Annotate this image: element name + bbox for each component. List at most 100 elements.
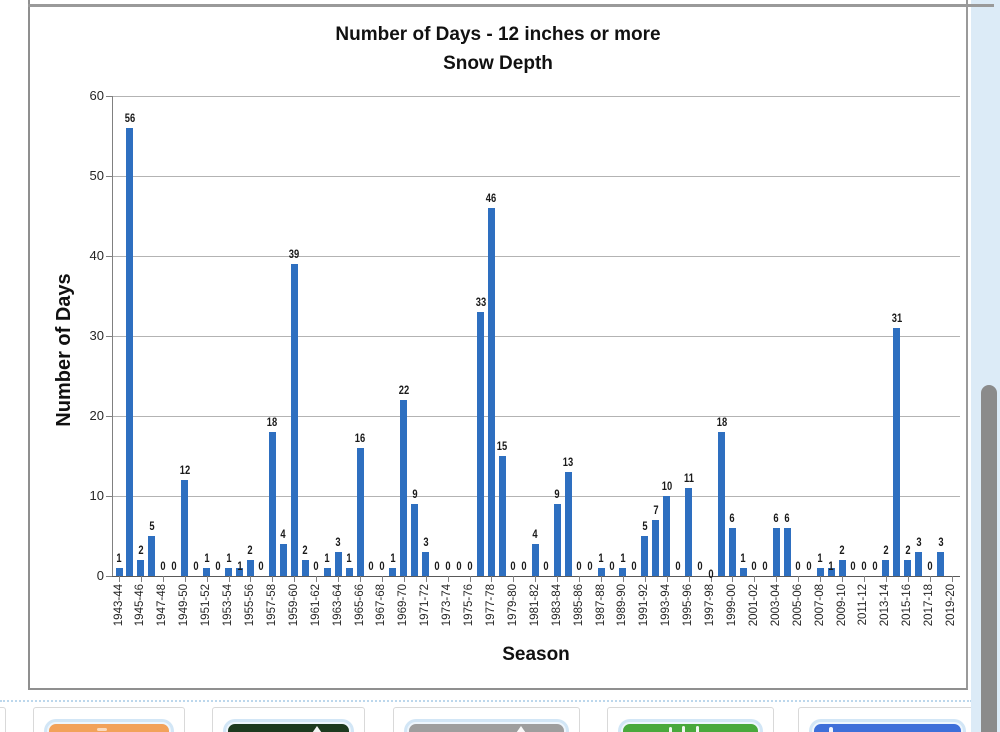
x-tick-label: 2013-14 [879,584,892,627]
thumbnail-card[interactable] [393,707,580,732]
bar-value-label: 1 [740,551,747,565]
bar-value-label: 31 [891,311,903,325]
x-tick-label: 1971-72 [419,584,432,627]
x-tick-label: 1977-78 [484,584,497,627]
thumbnail-dark-green[interactable] [226,722,351,732]
bar [279,544,287,576]
bar-value-label: 0 [521,559,527,573]
x-tick-mark [798,576,800,582]
y-tick-label: 0 [96,568,104,583]
bar [400,400,408,576]
x-tick-mark [272,576,274,582]
gridline [112,176,960,177]
thumbnail-glyph [668,727,672,732]
bar-value-label: 2 [905,543,911,557]
thumbnail-card[interactable] [33,707,185,732]
x-tick-mark [491,576,493,582]
bar-value-label: 18 [716,415,727,429]
gridline [112,256,960,257]
bar-value-label: 22 [398,383,410,397]
thumbnail-gray[interactable] [407,722,566,732]
thumbnail-card[interactable] [798,707,977,732]
bar [827,568,835,576]
thumbnail-orange[interactable] [47,722,171,732]
bar [246,560,254,576]
x-tick-mark [820,576,822,582]
bar-value-label: 11 [683,471,694,485]
bar-value-label: 6 [784,511,790,525]
x-tick-label: 2009-10 [835,584,848,627]
bar-value-label: 0 [576,559,582,573]
thumbnail-card-partial[interactable] [0,707,6,732]
bar-value-label: 46 [486,191,497,205]
x-tick-mark [184,576,186,582]
snow-depth-chart: Number of Days - 12 inches or more Snow … [28,0,968,690]
bar-value-label: 56 [124,111,136,125]
y-tick-mark [106,96,112,97]
bar [728,528,736,576]
y-tick-mark [106,336,112,337]
thumbnail-glyph [97,728,107,731]
x-tick-mark [688,576,690,582]
x-tick-mark [776,576,778,582]
x-tick-label: 1997-98 [704,584,717,627]
x-tick-mark [601,576,603,582]
bar-value-label: 0 [751,559,758,573]
bar [203,568,211,576]
thumbnail-card[interactable] [607,707,774,732]
x-tick-label: 2011-12 [857,584,870,626]
bar-value-label: 4 [532,527,538,541]
bar [236,568,243,576]
bar-value-label: 0 [214,559,221,573]
x-tick-label: 2007-08 [813,584,826,627]
x-tick-mark [513,576,515,582]
bar [718,432,726,576]
chart-title: Number of Days - 12 inches or more Snow … [30,20,966,78]
bar-value-label: 7 [653,503,659,517]
gridline [112,496,960,497]
bar [772,528,780,576]
bar [498,456,506,576]
bar-value-label: 3 [423,535,429,549]
bar [783,528,791,576]
scrollbar-thumb[interactable] [981,385,997,732]
x-tick-label: 1959-60 [287,584,300,627]
bar-value-label: 0 [675,559,681,573]
bar-value-label: 0 [379,559,385,573]
bar [389,568,397,576]
thumbnail-blue[interactable] [812,722,963,732]
x-tick-label: 2001-02 [747,584,760,627]
scrollbar-track[interactable] [971,0,1000,732]
thumbnail-card[interactable] [212,707,365,732]
y-tick-mark [106,176,112,177]
bar [685,488,693,576]
bar-value-label: 2 [839,543,845,557]
bar [531,544,539,576]
bar-value-label: 0 [927,559,933,573]
x-tick-label: 1975-76 [463,584,476,627]
bar-value-label: 4 [280,527,286,541]
bar-value-label: 13 [562,455,574,469]
x-tick-mark [622,576,624,582]
bar-value-label: 0 [434,559,440,573]
x-tick-mark [206,576,208,582]
bar-value-label: 9 [554,487,560,501]
thumbnail-strip [0,692,1000,732]
bar [356,448,364,576]
bar [323,568,331,576]
bar-value-label: 0 [445,559,451,573]
y-tick-mark [106,416,112,417]
bar [739,568,747,576]
bar [115,568,123,576]
bar [290,264,298,576]
thumbnail-green[interactable] [621,722,760,732]
x-tick-mark [316,576,318,582]
x-tick-label: 1985-86 [572,584,585,627]
bar [411,504,419,576]
y-tick-label: 50 [89,168,104,183]
bar-value-label: 3 [938,535,944,549]
bar [334,552,342,576]
bar [652,520,660,576]
x-tick-mark [710,576,712,582]
bar-value-label: 6 [729,511,736,525]
